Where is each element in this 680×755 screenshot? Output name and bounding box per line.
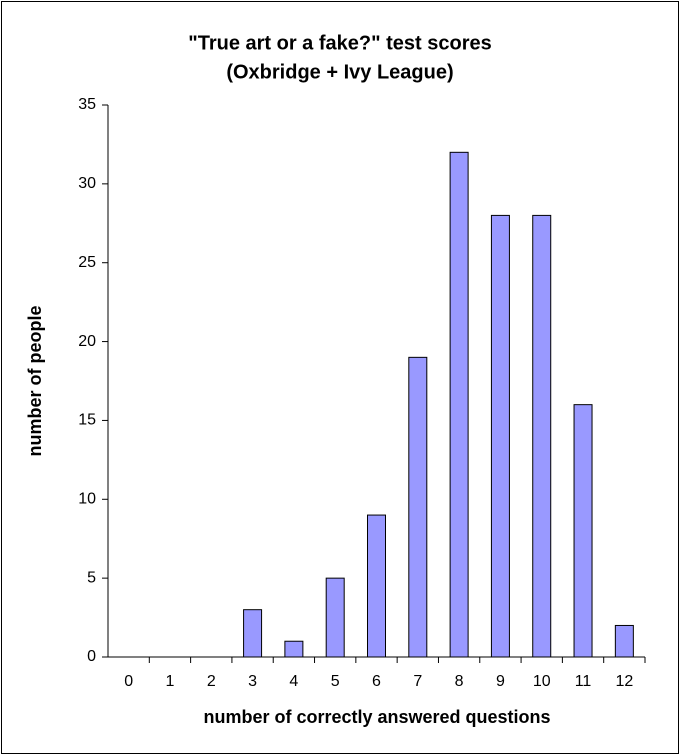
x-tick-label: 0 [124, 673, 133, 690]
x-tick-label: 5 [331, 673, 340, 690]
y-tick-label: 10 [78, 491, 96, 508]
x-tick-label: 3 [248, 673, 257, 690]
x-tick-label: 12 [615, 673, 633, 690]
x-tick-label: 2 [207, 673, 216, 690]
x-tick-label: 9 [496, 673, 505, 690]
bar [408, 356, 428, 658]
bar [367, 514, 386, 658]
x-tick-label: 4 [289, 673, 298, 690]
bar [614, 624, 634, 658]
bar [532, 214, 552, 658]
y-tick-label: 30 [78, 175, 96, 192]
y-tick-label: 15 [78, 412, 96, 429]
bar [449, 151, 469, 658]
y-axis-label: number of people [25, 305, 45, 456]
x-tick-label: 10 [533, 673, 551, 690]
bar [243, 609, 263, 658]
bar [325, 577, 345, 658]
chart-title: "True art or a fake?" test scores [188, 32, 492, 54]
y-tick-label: 25 [78, 254, 96, 271]
y-tick-label: 5 [87, 569, 96, 586]
bar [490, 214, 510, 658]
bar [573, 404, 593, 658]
x-tick-label: 1 [166, 673, 175, 690]
x-tick-label: 6 [372, 673, 381, 690]
y-tick-label: 0 [87, 648, 96, 665]
y-tick-label: 35 [78, 96, 96, 113]
y-tick-label: 20 [78, 333, 96, 350]
x-axis-label: number of correctly answered questions [203, 707, 550, 727]
x-tick-label: 7 [413, 673, 422, 690]
bar [284, 640, 304, 658]
x-tick-label: 8 [455, 673, 464, 690]
x-tick-label: 11 [575, 673, 592, 690]
chart-subtitle: (Oxbridge + Ivy League) [226, 61, 453, 83]
